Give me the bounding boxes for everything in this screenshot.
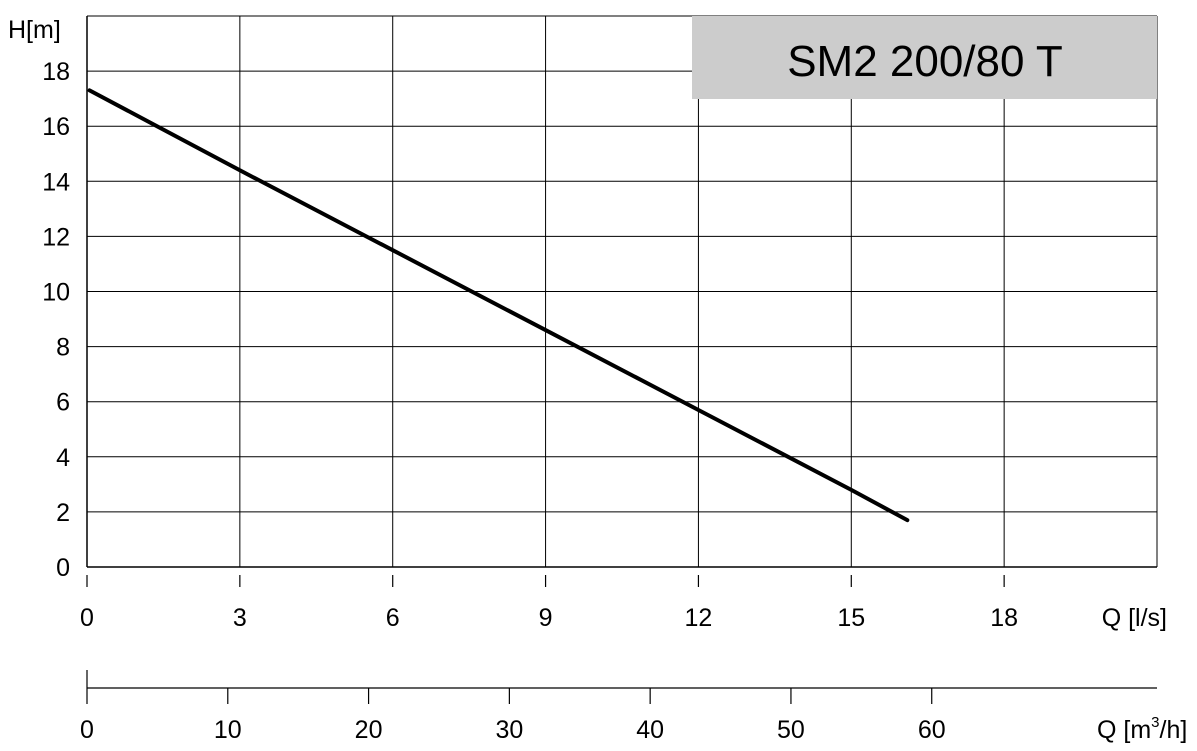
y-tick-label: 8 [56, 334, 70, 362]
y-tick-label: 16 [42, 113, 70, 141]
y-tick-label: 14 [42, 168, 70, 196]
x-axis-label: Q [l/s] [1102, 604, 1167, 632]
x2-axis-label-end: /h] [1160, 716, 1188, 744]
title-box: SM2 200/80 T [692, 16, 1157, 99]
chart-title: SM2 200/80 T [787, 37, 1063, 86]
x2-tick-label: 0 [80, 716, 94, 744]
x2-axis-label-sup: 3 [1151, 714, 1159, 731]
series-line [87, 88, 910, 523]
y-tick-label: 12 [42, 223, 70, 251]
series-layer [87, 88, 910, 523]
x2-tick-label: 40 [636, 716, 664, 744]
title-background [692, 16, 1157, 99]
x2-axis-label-main: Q [m [1097, 716, 1151, 744]
x2-tick-label: 10 [214, 716, 242, 744]
y-axis: H[m] 0 2 4 6 8 10 12 14 16 18 [8, 16, 70, 582]
x-tick-label: 3 [233, 604, 247, 632]
y-tick-label: 0 [56, 554, 70, 582]
x2-tick-label: 30 [495, 716, 523, 744]
y-tick-label: 4 [56, 444, 70, 472]
y-tick-label: 10 [42, 279, 70, 307]
x-tick-label: 6 [386, 604, 400, 632]
x-tick-label: 12 [685, 604, 713, 632]
x-tick-label: 0 [80, 604, 94, 632]
y-tick-label: 2 [56, 499, 70, 527]
y-axis-label: H[m] [8, 16, 61, 44]
grid-layer [87, 15, 1158, 567]
x-tick-label: 15 [837, 604, 865, 632]
x-axis: Q [l/s] 0 3 6 9 12 15 18 [80, 575, 1167, 632]
x2-tick-label: 60 [918, 716, 946, 744]
x-tick-label: 18 [990, 604, 1018, 632]
x2-tick-label: 20 [355, 716, 383, 744]
x2-tick-label: 50 [777, 716, 805, 744]
y-tick-label: 18 [42, 58, 70, 86]
x2-axis: Q [m3/h] 0 10 20 30 40 50 60 [80, 670, 1187, 744]
x-tick-label: 9 [539, 604, 553, 632]
y-tick-label: 6 [56, 389, 70, 417]
plot-frame [86, 16, 1157, 568]
x2-axis-label: Q [m3/h] [1097, 714, 1187, 744]
